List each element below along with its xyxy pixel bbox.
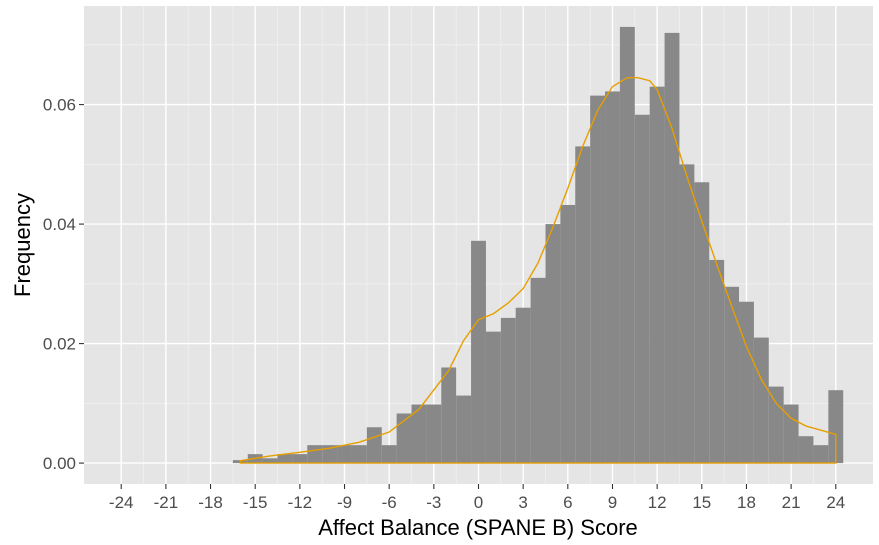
x-tick-label: 6 <box>563 493 572 512</box>
histogram-bar <box>619 26 635 464</box>
histogram-bar <box>411 404 427 464</box>
x-tick-label: -6 <box>382 493 397 512</box>
histogram-bar <box>441 367 457 464</box>
y-tick-label: 0.02 <box>43 335 76 354</box>
histogram-bar <box>277 454 293 464</box>
x-tick-label: 0 <box>474 493 483 512</box>
y-axis-title: Frequency <box>10 193 35 297</box>
histogram-bar <box>739 301 754 464</box>
histogram-bar <box>262 458 278 464</box>
histogram-bar <box>500 317 516 464</box>
x-tick-label: -18 <box>198 493 223 512</box>
histogram-bars <box>232 26 844 464</box>
histogram-bar <box>798 436 814 464</box>
histogram-bar <box>649 86 665 464</box>
histogram-bar <box>783 404 799 464</box>
x-tick-label: -12 <box>288 493 313 512</box>
histogram-bar <box>828 390 844 464</box>
histogram-bar <box>694 182 710 464</box>
histogram-bar <box>351 445 367 464</box>
histogram-bar <box>545 224 561 464</box>
x-tick-label: -3 <box>426 493 441 512</box>
histogram-bar <box>456 395 472 464</box>
histogram-bar <box>530 277 546 464</box>
histogram-bar <box>605 91 620 464</box>
histogram-bar <box>813 445 829 464</box>
histogram-bar <box>634 114 650 464</box>
y-tick-label: 0.04 <box>43 215 76 234</box>
histogram-bar <box>753 337 769 464</box>
x-tick-label: -24 <box>109 493 134 512</box>
x-tick-label: 3 <box>518 493 527 512</box>
histogram-bar <box>307 445 323 464</box>
y-tick-label: 0.00 <box>43 454 76 473</box>
histogram-bar <box>366 427 382 464</box>
histogram-bar <box>426 404 442 464</box>
histogram-bar <box>337 445 352 464</box>
histogram-bar <box>679 164 695 464</box>
x-tick-label: 18 <box>737 493 756 512</box>
histogram-bar <box>560 204 576 464</box>
density-curve <box>239 77 837 464</box>
histogram-bar <box>322 445 338 464</box>
y-tick-label: 0.06 <box>43 96 76 115</box>
histogram-bar <box>664 32 680 464</box>
histogram-bar <box>709 259 725 464</box>
histogram-bar <box>575 146 591 464</box>
x-tick-label: -15 <box>243 493 268 512</box>
histogram-bar <box>292 454 308 464</box>
histogram-bar <box>724 286 740 464</box>
histogram-bar <box>485 331 501 464</box>
histogram-bar <box>515 307 531 464</box>
y-axis: 0.00 0.02 0.04 0.06 <box>43 96 84 473</box>
x-tick-label: -9 <box>337 493 352 512</box>
histogram-bar <box>396 413 412 464</box>
x-tick-label: 24 <box>826 493 845 512</box>
histogram-bar <box>471 240 486 464</box>
x-tick-label: 21 <box>782 493 801 512</box>
x-axis-title: Affect Balance (SPANE B) Score <box>318 515 638 540</box>
x-axis: -24 -21 -18 -15 -12 -9 -6 -3 0 3 6 9 12 15 18 21 24 <box>109 484 845 512</box>
histogram-bar <box>590 95 606 464</box>
histogram-bar <box>381 445 397 464</box>
x-tick-label: -21 <box>154 493 179 512</box>
histogram-bar <box>768 386 784 464</box>
x-tick-label: 15 <box>692 493 711 512</box>
x-tick-label: 12 <box>648 493 667 512</box>
x-tick-label: 9 <box>608 493 617 512</box>
